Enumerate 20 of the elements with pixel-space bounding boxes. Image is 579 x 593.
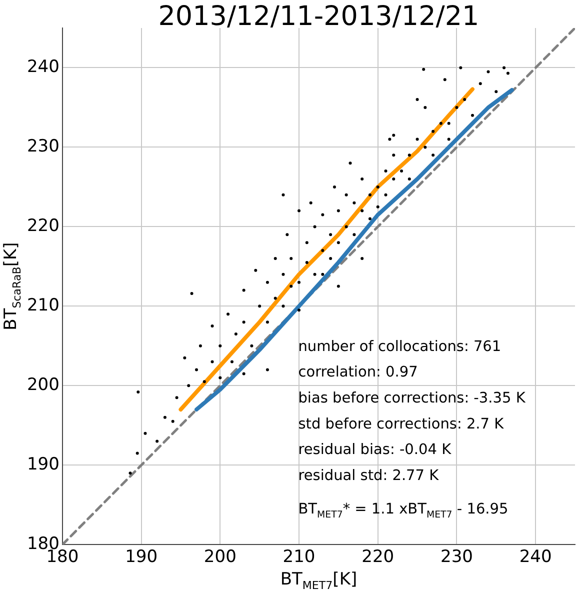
x-tick-label: 220 <box>362 547 394 568</box>
y-tick-label: 210 <box>26 296 60 316</box>
y-tick-label: 240 <box>26 57 60 78</box>
annotation: residual bias: -0.04 K <box>298 442 452 458</box>
x-tick-label: 240 <box>519 547 552 568</box>
y-tick-label: 190 <box>26 454 60 475</box>
y-tick-label: 220 <box>26 216 60 236</box>
annotation: correlation: 0.97 <box>298 364 418 381</box>
annotation: bias before corrections: -3.35 K <box>298 390 526 406</box>
annotation: number of collocations: 761 <box>298 338 502 355</box>
y-tick-label: 200 <box>26 375 60 396</box>
x-tick-label: 190 <box>125 547 158 568</box>
y-axis-title: BTScaRaB[K] <box>1 242 24 330</box>
x-tick-label: 210 <box>282 547 316 568</box>
y-tick-label: 230 <box>26 136 60 157</box>
annotation: residual std: 2.77 K <box>298 468 440 484</box>
chart-title: 2013/12/11-2013/12/21 <box>158 1 480 32</box>
annotation: std before corrections: 2.7 K <box>298 416 504 432</box>
x-tick-label: 200 <box>204 547 236 568</box>
x-tick-label: 230 <box>440 547 473 568</box>
